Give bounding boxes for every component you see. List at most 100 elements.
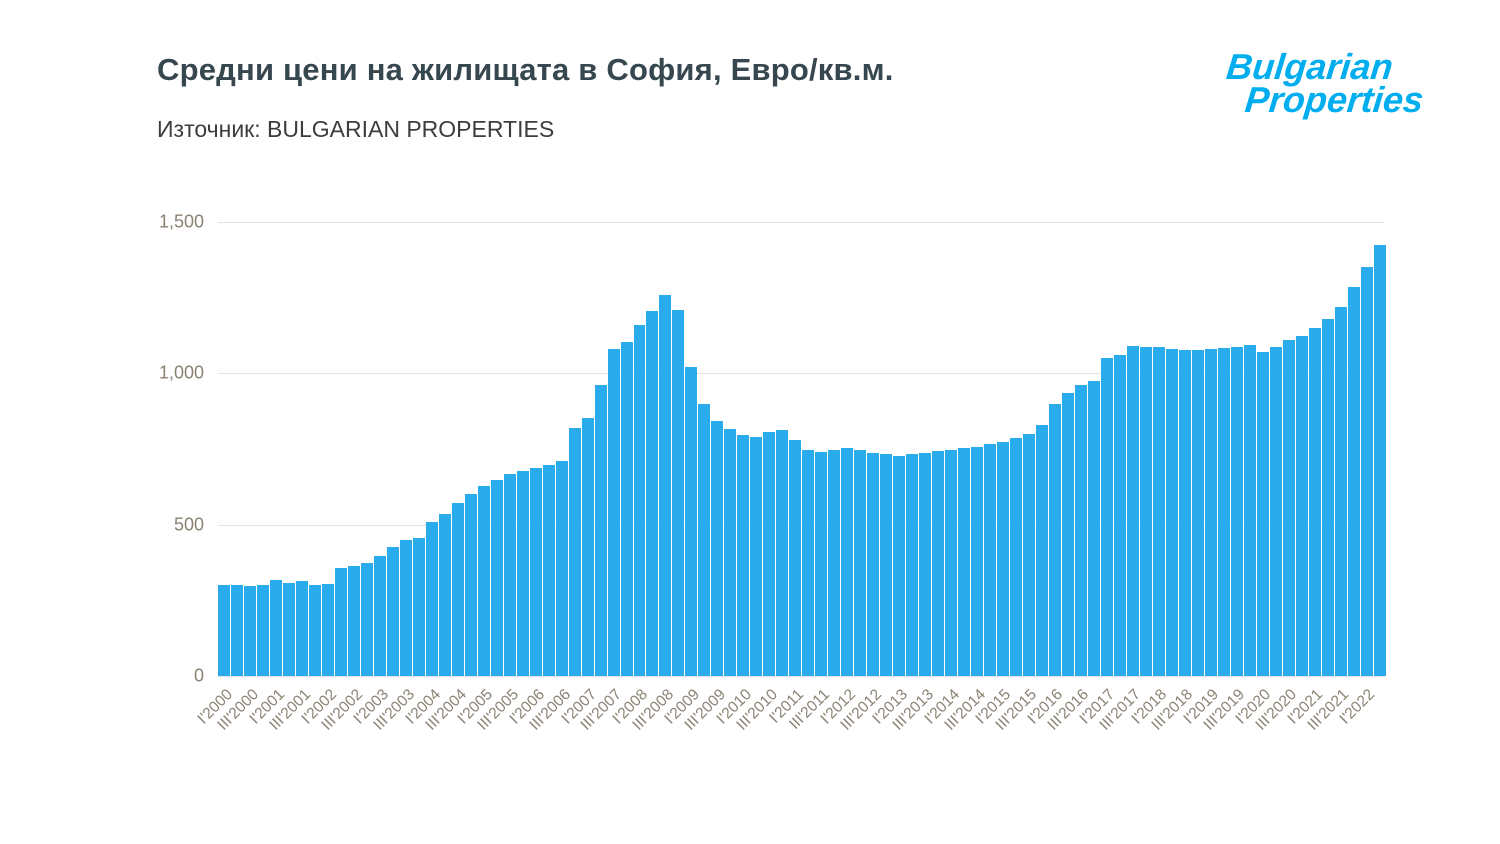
- bar-I'2002: [321, 584, 334, 676]
- bar-II'2012: [854, 450, 867, 676]
- bar-IV'2000: [256, 584, 269, 676]
- bar-II'2015: [1010, 437, 1023, 676]
- x-axis-labels: I'2000 III'2000 I'2001 III'2001 I'2002 III'20…: [195, 676, 1385, 766]
- bar-II'2018: [1165, 348, 1178, 676]
- bar-III'2007: [607, 349, 620, 676]
- bar-III'2014: [971, 446, 984, 676]
- bar-IV'2001: [308, 584, 321, 676]
- bar-IV'2004: [464, 494, 477, 676]
- y-tick-label: 1,000: [158, 362, 204, 383]
- bar-IV'2021: [1347, 287, 1360, 676]
- bar-IV'2013: [932, 451, 945, 676]
- bar-II'2007: [594, 385, 607, 676]
- bar-III'2020: [1282, 340, 1295, 676]
- y-tick-label: 0: [193, 665, 204, 686]
- bar-III'2000: [243, 585, 256, 676]
- bar-I'2022: [1360, 267, 1373, 676]
- bar-I'2011: [789, 439, 802, 676]
- bar-III'2010: [763, 432, 776, 676]
- bar-III'2015: [1023, 433, 1036, 676]
- bar-II'2006: [542, 464, 555, 676]
- bar-III'2016: [1074, 385, 1087, 676]
- bar-II'2002: [334, 567, 347, 676]
- bar-II'2019: [1217, 348, 1230, 676]
- bar-I'2017: [1100, 358, 1113, 676]
- bar-IV'2002: [360, 563, 373, 676]
- bar-I'2000: [218, 585, 230, 676]
- bar-I'2013: [893, 455, 906, 676]
- bar-III'2017: [1126, 346, 1139, 676]
- bar-I'2018: [1152, 347, 1165, 676]
- bar-II'2009: [698, 403, 711, 676]
- chart-source: Източник: BULGARIAN PROPERTIES: [157, 116, 555, 142]
- bar-IV'2016: [1087, 380, 1100, 676]
- bar-II'2005: [490, 479, 503, 676]
- bar-III'2004: [451, 503, 464, 676]
- chart-title: Средни цени на жилищата в София, Евро/кв…: [157, 52, 894, 87]
- bar-IV'2018: [1191, 350, 1204, 676]
- bar-IV'2003: [412, 537, 425, 676]
- bar-III'2006: [555, 460, 568, 676]
- bar-IV'2012: [880, 453, 893, 676]
- bar-II'2017: [1113, 354, 1126, 676]
- bar-I'2007: [581, 418, 594, 676]
- bar-III'2005: [503, 474, 516, 676]
- bars-area: [218, 222, 1386, 676]
- bar-I'2019: [1204, 349, 1217, 676]
- bar-I'2021: [1308, 327, 1321, 676]
- bar-IV'2007: [620, 341, 633, 676]
- bar-II'2022: [1373, 244, 1386, 676]
- bar-IV'2009: [724, 429, 737, 676]
- bar-III'2009: [711, 421, 724, 676]
- bar-II'2011: [802, 450, 815, 676]
- bar-II'2013: [906, 454, 919, 676]
- bar-I'2020: [1256, 352, 1269, 676]
- bar-IV'2014: [984, 443, 997, 676]
- bar-III'2003: [399, 540, 412, 676]
- gridline-1000: [218, 373, 1385, 375]
- bar-II'2003: [386, 546, 399, 676]
- bar-chart: 0 500 1,000 1,500 I'2000 III'2000 I'2001 III'2…: [159, 212, 1386, 734]
- bar-III'2012: [867, 452, 880, 676]
- bar-III'2011: [815, 452, 828, 676]
- bar-I'2009: [685, 367, 698, 676]
- bar-I'2004: [425, 521, 438, 676]
- bar-I'2010: [737, 435, 750, 676]
- bar-II'2020: [1269, 347, 1282, 676]
- gridline-1500: [218, 222, 1385, 223]
- bar-II'2016: [1061, 393, 1074, 676]
- logo-line-2: Properties: [1243, 79, 1426, 121]
- bar-III'2001: [295, 580, 308, 676]
- bar-IV'2005: [516, 470, 529, 676]
- bar-II'2008: [646, 311, 659, 676]
- bar-IV'2020: [1295, 336, 1308, 676]
- bar-II'2010: [750, 436, 763, 676]
- bar-IV'2019: [1243, 345, 1256, 676]
- bar-III'2002: [347, 566, 360, 676]
- bar-IV'2017: [1139, 346, 1152, 676]
- gridline-500: [218, 524, 1385, 526]
- bar-I'2003: [373, 555, 386, 676]
- bar-II'2014: [958, 448, 971, 676]
- bar-III'2008: [659, 295, 672, 676]
- gridline-0: [218, 676, 1385, 677]
- bar-I'2005: [477, 485, 490, 676]
- bar-I'2006: [529, 467, 542, 676]
- bar-III'2013: [919, 452, 932, 676]
- bar-II'2004: [438, 513, 451, 676]
- bar-IV'2010: [776, 430, 789, 676]
- bar-II'2000: [230, 585, 243, 676]
- bar-IV'2008: [672, 309, 685, 676]
- bar-I'2001: [269, 579, 282, 676]
- bar-II'2001: [282, 583, 295, 676]
- bar-I'2012: [841, 448, 854, 676]
- bulgarian-properties-logo: Bulgarian Properties: [1221, 46, 1428, 121]
- chart-header: Средни цени на жилищата в София, Евро/кв…: [157, 52, 894, 143]
- bar-III'2021: [1334, 306, 1347, 676]
- bar-I'2014: [945, 449, 958, 676]
- bar-IV'2006: [568, 427, 581, 676]
- bar-III'2018: [1178, 349, 1191, 676]
- bar-IV'2015: [1036, 424, 1048, 676]
- bar-I'2015: [997, 442, 1010, 676]
